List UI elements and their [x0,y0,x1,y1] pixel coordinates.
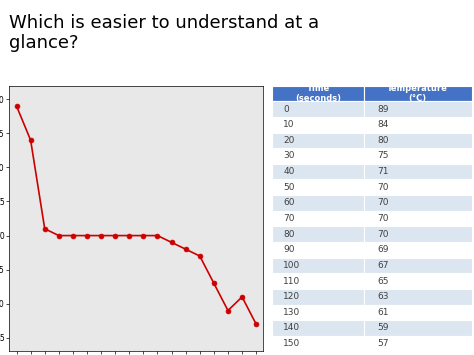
Text: 10: 10 [283,120,295,129]
Text: 150: 150 [283,339,301,348]
Bar [364,148,472,164]
Text: 84: 84 [377,120,388,129]
Text: 70: 70 [283,214,295,223]
Text: 20: 20 [283,136,295,145]
Text: 60: 60 [283,198,295,207]
Text: 89: 89 [377,105,388,114]
Text: 30: 30 [283,152,295,160]
Bar [272,242,364,258]
Text: 57: 57 [377,339,388,348]
Text: 110: 110 [283,277,301,285]
Text: 70: 70 [377,214,388,223]
Bar [364,86,472,101]
Text: Temperature
(°C): Temperature (°C) [387,84,448,103]
Text: Time
(seconds): Time (seconds) [295,84,341,103]
Bar [272,273,364,289]
Text: 59: 59 [377,323,388,333]
Text: 140: 140 [283,323,301,333]
Bar [272,305,364,320]
Text: 100: 100 [283,261,301,270]
Text: Which is easier to understand at a
glance?: Which is easier to understand at a glanc… [9,15,319,53]
Text: 40: 40 [283,167,295,176]
Bar [272,258,364,273]
Text: 70: 70 [377,183,388,192]
Bar [272,132,364,148]
Bar [364,164,472,179]
Bar [272,117,364,132]
Bar [272,289,364,305]
Bar [364,336,472,351]
Text: 90: 90 [283,245,295,254]
Bar [364,132,472,148]
Bar [364,305,472,320]
Text: 69: 69 [377,245,388,254]
Bar [364,289,472,305]
Bar [364,117,472,132]
Text: 80: 80 [377,136,388,145]
Text: 71: 71 [377,167,388,176]
Bar [272,86,364,101]
Text: 130: 130 [283,308,301,317]
Text: 0: 0 [283,105,289,114]
Bar [364,226,472,242]
Text: 120: 120 [283,292,301,301]
Bar [272,195,364,211]
Text: 70: 70 [377,230,388,239]
Bar [364,320,472,336]
Text: 50: 50 [283,183,295,192]
Bar [272,101,364,117]
Bar [272,148,364,164]
Bar [272,179,364,195]
Text: 61: 61 [377,308,388,317]
Text: 75: 75 [377,152,388,160]
Bar [272,320,364,336]
Text: 70: 70 [377,198,388,207]
Text: 67: 67 [377,261,388,270]
Text: 65: 65 [377,277,388,285]
Text: 63: 63 [377,292,388,301]
Bar [272,336,364,351]
Bar [364,258,472,273]
Bar [364,211,472,226]
Bar [364,195,472,211]
Bar [272,164,364,179]
Bar [272,226,364,242]
Bar [364,101,472,117]
Bar [364,273,472,289]
Bar [272,211,364,226]
Text: 80: 80 [283,230,295,239]
Bar [364,242,472,258]
Bar [364,179,472,195]
